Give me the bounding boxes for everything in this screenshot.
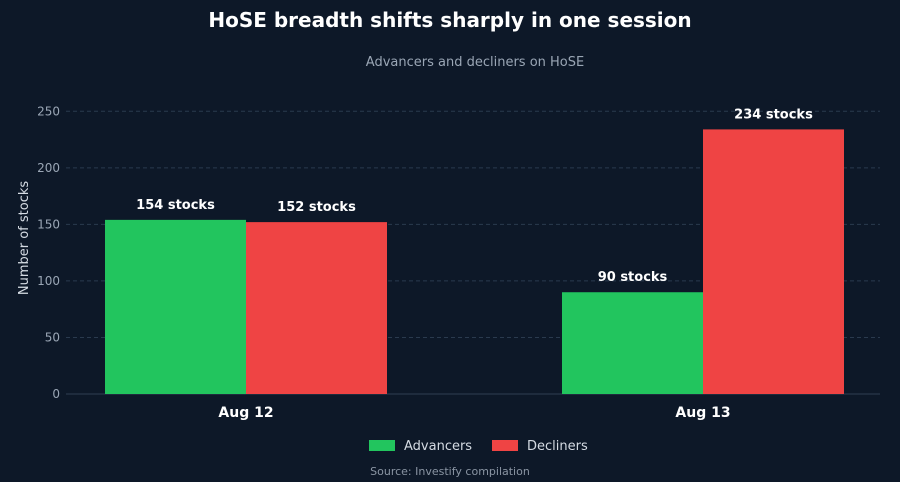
y-tick-label: 0 <box>52 387 60 401</box>
data-label: 154 stocks <box>136 198 215 213</box>
x-tick-label: Aug 13 <box>675 405 730 421</box>
y-tick-label: 200 <box>37 161 60 175</box>
y-tick-label: 50 <box>45 330 60 344</box>
bar-advancers-0 <box>105 219 246 394</box>
bars <box>105 129 844 394</box>
bar-decliners-0 <box>246 222 387 394</box>
bar-decliners-1 <box>703 129 844 394</box>
legend-swatch-decliners <box>492 440 518 451</box>
data-labels: 154 stocks 152 stocks 90 stocks 234 stocks <box>136 107 813 285</box>
y-tick-label: 100 <box>37 274 60 288</box>
x-axis: Aug 12 Aug 13 <box>218 405 730 421</box>
data-label: 152 stocks <box>277 200 356 215</box>
y-tick-label: 250 <box>37 104 60 118</box>
y-tick-label: 150 <box>37 217 60 231</box>
source-note: Source: Investify compilation <box>370 465 530 478</box>
data-label: 234 stocks <box>734 107 813 122</box>
x-tick-label: Aug 12 <box>218 405 273 421</box>
chart-title: HoSE breadth shifts sharply in one sessi… <box>208 8 691 32</box>
legend: Advancers Decliners <box>369 439 588 454</box>
legend-swatch-advancers <box>369 440 395 451</box>
legend-label-advancers: Advancers <box>404 439 472 454</box>
chart-subtitle: Advancers and decliners on HoSE <box>366 55 584 70</box>
y-axis-label: Number of stocks <box>17 181 32 296</box>
legend-label-decliners: Decliners <box>527 439 588 454</box>
bar-advancers-1 <box>562 292 703 394</box>
data-label: 90 stocks <box>598 270 668 285</box>
